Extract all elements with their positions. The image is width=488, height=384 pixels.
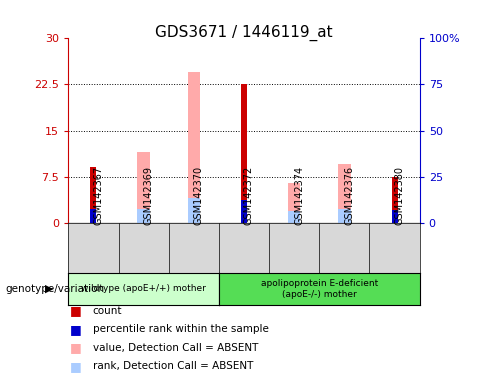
Text: ■: ■ [70,305,81,318]
Bar [391,177,398,223]
Bar [288,183,301,223]
Bar [137,209,150,223]
Text: GSM142374: GSM142374 [294,166,304,225]
Text: ■: ■ [70,323,81,336]
Bar [90,209,97,223]
Text: value, Detection Call = ABSENT: value, Detection Call = ABSENT [93,343,258,353]
Bar [338,209,351,223]
Text: GSM142376: GSM142376 [345,166,354,225]
Text: rank, Detection Call = ABSENT: rank, Detection Call = ABSENT [93,361,253,371]
Bar [288,211,301,223]
Bar [187,198,200,223]
Text: GSM142367: GSM142367 [93,166,103,225]
Bar [338,164,351,223]
Bar [187,72,200,223]
Text: count: count [93,306,122,316]
Text: wildtype (apoE+/+) mother: wildtype (apoE+/+) mother [81,285,206,293]
Bar [391,210,398,223]
Bar [137,152,150,223]
Bar [90,167,97,223]
Text: ▶: ▶ [44,284,53,294]
Bar [241,200,247,223]
Text: genotype/variation: genotype/variation [5,284,104,294]
Text: ■: ■ [70,341,81,354]
Text: percentile rank within the sample: percentile rank within the sample [93,324,268,334]
Text: GDS3671 / 1446119_at: GDS3671 / 1446119_at [155,25,333,41]
Text: GSM142380: GSM142380 [395,166,405,225]
Text: ■: ■ [70,360,81,373]
Text: GSM142370: GSM142370 [194,166,204,225]
Bar [241,84,247,223]
Text: GSM142372: GSM142372 [244,166,254,225]
Text: apolipoprotein E-deficient
(apoE-/-) mother: apolipoprotein E-deficient (apoE-/-) mot… [261,279,378,299]
Text: GSM142369: GSM142369 [143,166,154,225]
